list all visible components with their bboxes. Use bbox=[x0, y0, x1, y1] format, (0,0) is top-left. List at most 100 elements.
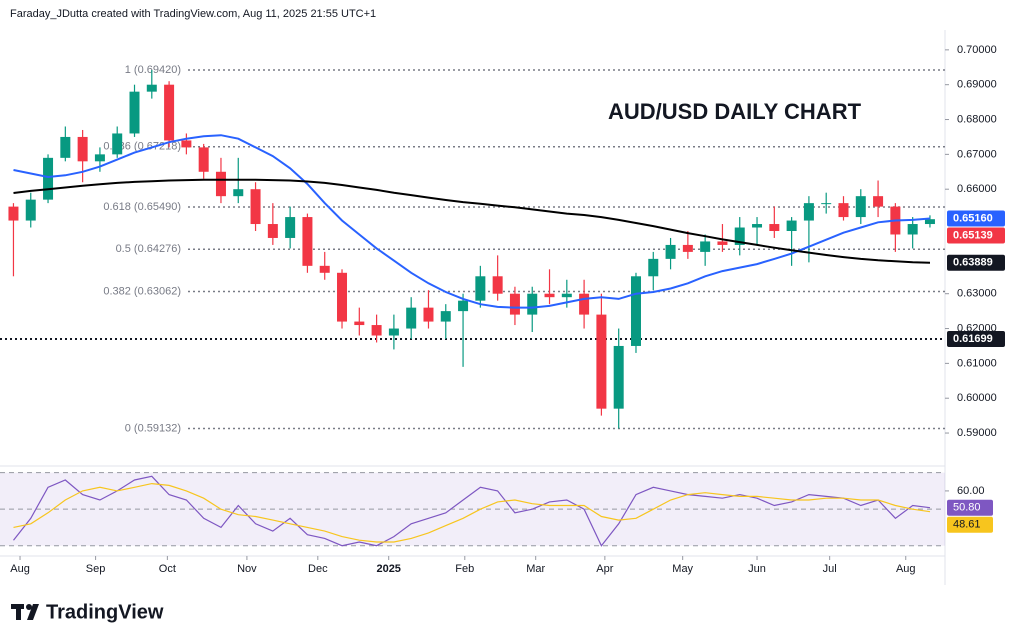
candle-body bbox=[181, 140, 192, 148]
y-tick-label: 0.66000 bbox=[957, 183, 997, 195]
candle-body bbox=[786, 220, 797, 231]
rsi-line bbox=[13, 475, 931, 547]
rsi-label: 50.80 bbox=[953, 502, 981, 514]
candle-body bbox=[164, 84, 175, 141]
candle-body bbox=[337, 272, 348, 322]
fib-label: 0.382 (0.63062) bbox=[103, 285, 181, 297]
candle-body bbox=[838, 203, 849, 218]
candle-body bbox=[907, 224, 918, 235]
candle-body bbox=[492, 276, 503, 294]
candle-body bbox=[700, 241, 711, 252]
candle-body bbox=[215, 171, 226, 197]
candle-body bbox=[821, 203, 832, 205]
fib-label: 1 (0.69420) bbox=[125, 64, 181, 76]
candle-body bbox=[267, 224, 278, 238]
fib-label: 0.618 (0.65490) bbox=[103, 201, 181, 213]
candle-body bbox=[475, 276, 486, 301]
x-tick-label: Aug bbox=[896, 563, 916, 575]
price-label: 0.63889 bbox=[953, 257, 993, 269]
candle-body bbox=[371, 325, 382, 336]
candle-body bbox=[129, 91, 140, 134]
x-tick-label: 2025 bbox=[376, 563, 400, 575]
y-tick-label: 0.68000 bbox=[957, 113, 997, 125]
candle-body bbox=[734, 227, 745, 245]
rsi-line bbox=[13, 482, 931, 543]
candle-body bbox=[43, 157, 54, 200]
x-tick-label: Nov bbox=[237, 563, 257, 575]
candle-body bbox=[458, 300, 469, 312]
candle-body bbox=[440, 311, 451, 322]
candle-body bbox=[233, 189, 244, 197]
y-tick-label: 0.63000 bbox=[957, 288, 997, 300]
candle-body bbox=[561, 293, 572, 298]
candle-body bbox=[769, 224, 780, 231]
brand-name: TradingView bbox=[46, 601, 164, 623]
moving-average bbox=[13, 178, 931, 264]
y-tick-label: 0.59000 bbox=[957, 427, 997, 439]
candle-body bbox=[924, 219, 935, 225]
candle-body bbox=[77, 136, 88, 162]
candle-body bbox=[596, 314, 607, 409]
candle-body bbox=[717, 241, 728, 245]
fib-label: 0 (0.59132) bbox=[125, 422, 181, 434]
candle-body bbox=[855, 196, 866, 218]
candle-body bbox=[803, 203, 814, 221]
price-label-box bbox=[947, 210, 1005, 227]
candle-body bbox=[613, 345, 624, 409]
y-tick-label: 0.60000 bbox=[957, 392, 997, 404]
candle-body bbox=[579, 293, 590, 315]
x-tick-label: Dec bbox=[308, 563, 328, 575]
candle-body bbox=[146, 84, 157, 92]
candle-body bbox=[198, 147, 209, 172]
y-tick-label: 0.67000 bbox=[957, 148, 997, 160]
candle-body bbox=[388, 328, 399, 336]
candle-body bbox=[250, 189, 261, 225]
candle-body bbox=[8, 206, 19, 221]
y-tick-label: 0.61000 bbox=[957, 357, 997, 369]
candle-body bbox=[25, 199, 36, 221]
candle-body bbox=[406, 307, 417, 329]
header: Faraday_JDutta created with TradingView.… bbox=[10, 8, 376, 20]
candle-body bbox=[60, 136, 71, 158]
price-label-box bbox=[947, 254, 1005, 271]
price-label-box bbox=[947, 227, 1005, 244]
price-label: 0.65139 bbox=[953, 229, 993, 241]
candle-body bbox=[630, 276, 641, 346]
chart-title: AUD/USD DAILY CHART bbox=[608, 99, 862, 124]
x-tick-label: Feb bbox=[455, 563, 474, 575]
y-tick-label: 0.69000 bbox=[957, 79, 997, 91]
candle-body bbox=[319, 265, 330, 273]
x-tick-label: Jul bbox=[823, 563, 837, 575]
candle-body bbox=[682, 244, 693, 252]
candle-body bbox=[285, 217, 296, 238]
x-tick-label: Apr bbox=[596, 563, 613, 575]
candle-body bbox=[544, 293, 555, 298]
price-label: 0.61699 bbox=[953, 333, 993, 345]
candle-body bbox=[665, 244, 676, 259]
price-label-box bbox=[947, 331, 1005, 348]
x-tick-label: Jun bbox=[748, 563, 766, 575]
brand-logo bbox=[11, 604, 39, 620]
moving-average bbox=[13, 134, 931, 309]
fib-label: 0.5 (0.64276) bbox=[116, 243, 181, 255]
candle-body bbox=[302, 217, 313, 266]
price-label: 0.65160 bbox=[953, 212, 993, 224]
candle-body bbox=[94, 154, 105, 162]
candle-body bbox=[423, 307, 434, 322]
x-tick-label: Oct bbox=[159, 563, 176, 575]
x-tick-label: May bbox=[672, 563, 693, 575]
y-tick-label: 0.70000 bbox=[957, 44, 997, 56]
rsi-label: 48.61 bbox=[953, 519, 981, 531]
candle-body bbox=[648, 258, 659, 277]
rsi-label-box bbox=[947, 499, 993, 516]
x-tick-label: Aug bbox=[10, 563, 30, 575]
candle-body bbox=[527, 293, 538, 315]
candle-body bbox=[354, 321, 365, 326]
x-tick-label: Mar bbox=[526, 563, 545, 575]
candle-body bbox=[509, 293, 520, 315]
candle-body bbox=[112, 133, 123, 155]
rsi-label-box bbox=[947, 516, 993, 533]
candle-body bbox=[752, 224, 763, 228]
